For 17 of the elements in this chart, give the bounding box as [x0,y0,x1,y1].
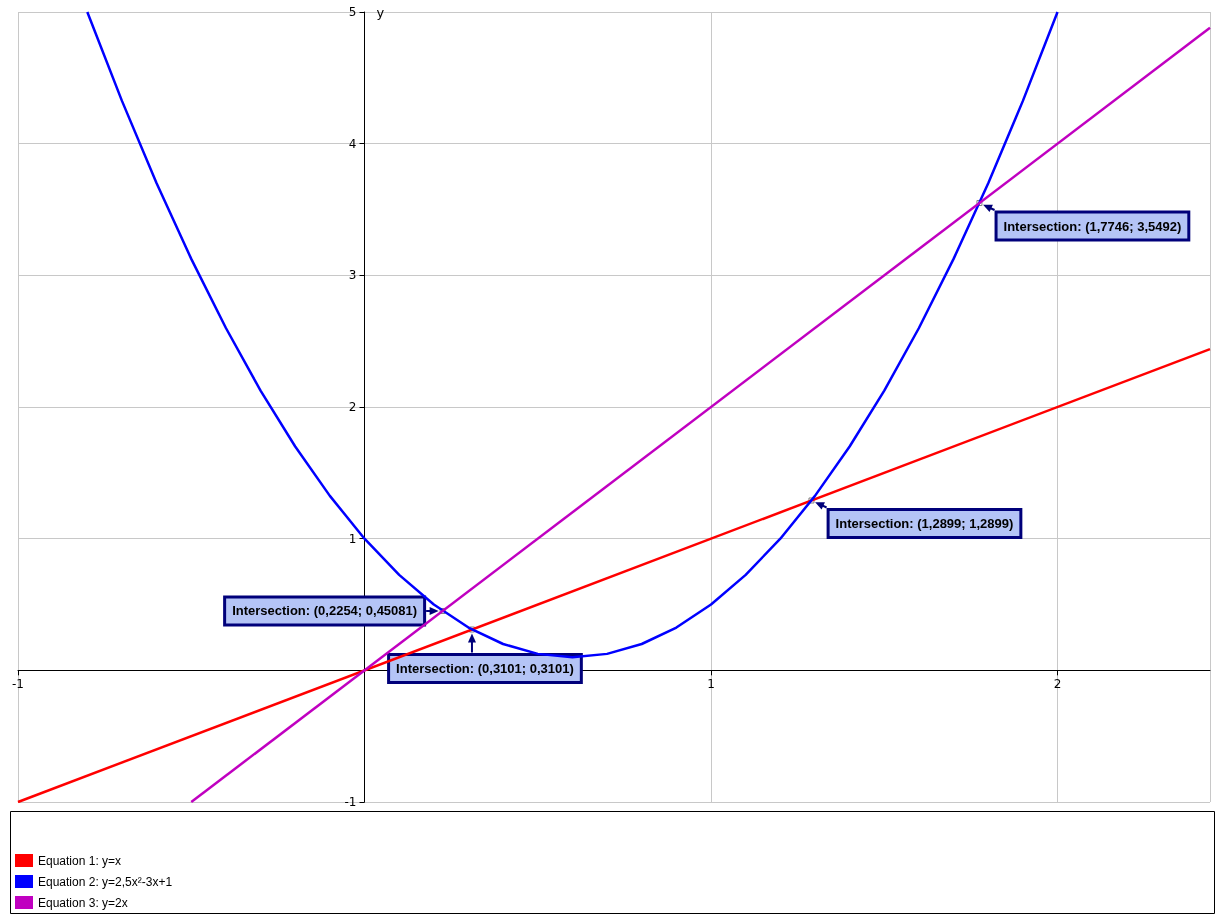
legend-label: Equation 2: y=2,5x²-3x+1 [38,874,173,889]
y-tick-label: 4 [348,136,357,151]
annotation: Intersection: (0,3101; 0,3101) [396,661,574,676]
x-tick-label: -1 [12,677,24,692]
y-tick-label: 5 [348,5,357,19]
x-tick-label: 1 [707,677,715,692]
y-tick-label: 3 [348,268,357,283]
y-tick-label: -1 [344,795,357,809]
y-tick-label: 2 [348,400,357,414]
x-tick-label: 2 [1053,677,1062,692]
annotation: Intersection: (1,7746; 3,5492) [1003,218,1182,234]
y-tick-label: 1 [348,531,357,546]
annotation: Intersection: (0,2254; 0,45081) [232,603,418,619]
y-axis-title: y [376,5,385,20]
legend-label: Equation 3: y=2x [38,895,128,910]
annotation: Intersection: (1,2899; 1,2899) [835,516,1014,531]
legend-label: Equation 1: y=x [38,853,122,868]
